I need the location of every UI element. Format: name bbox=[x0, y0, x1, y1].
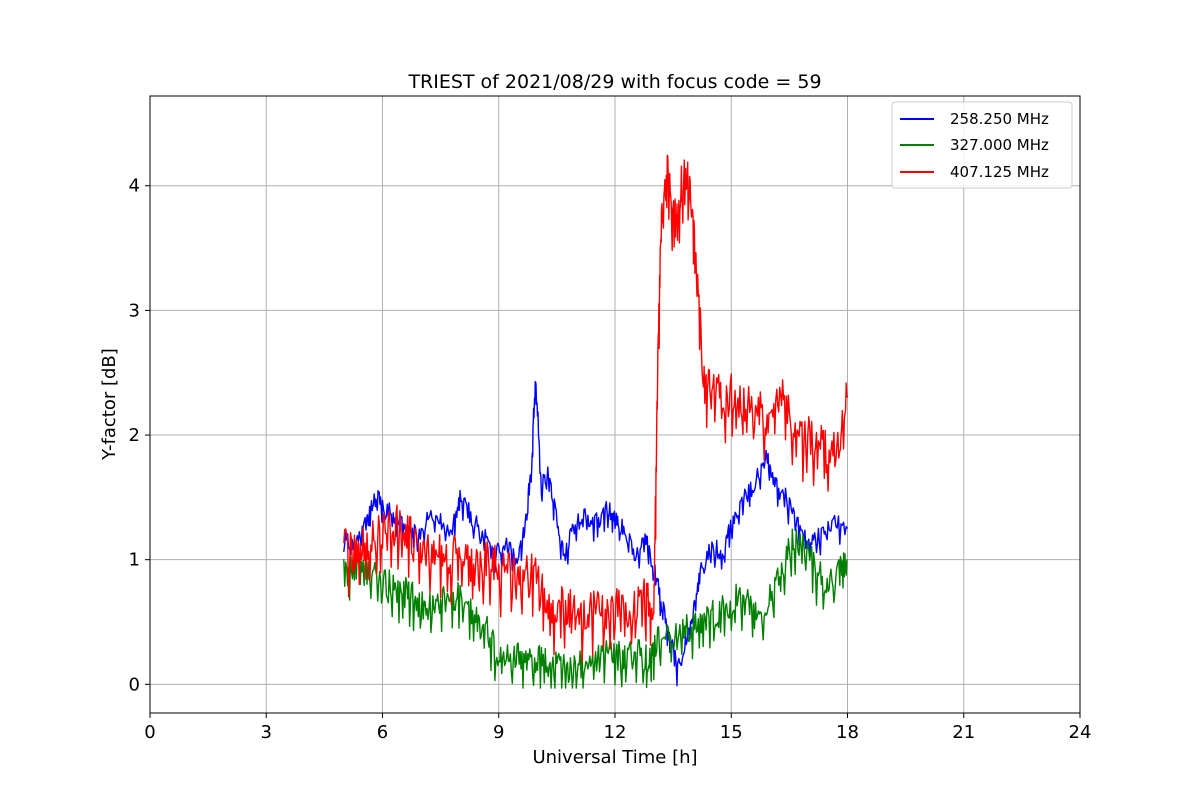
x-tick-label: 0 bbox=[144, 722, 155, 743]
x-tick-label: 18 bbox=[836, 722, 859, 743]
x-tick-label: 3 bbox=[261, 722, 272, 743]
y-tick-label: 3 bbox=[129, 300, 140, 321]
x-axis-label: Universal Time [h] bbox=[532, 747, 697, 768]
x-tick-label: 6 bbox=[377, 722, 388, 743]
legend-label-407: 407.125 MHz bbox=[950, 163, 1049, 181]
y-tick-label: 4 bbox=[129, 176, 140, 197]
y-tick-label: 2 bbox=[129, 425, 140, 446]
x-tick-label: 9 bbox=[493, 722, 504, 743]
x-tick-label: 15 bbox=[720, 722, 743, 743]
x-tick-label: 12 bbox=[604, 722, 627, 743]
series-layer bbox=[343, 154, 849, 689]
y-axis-label: Y-factor [dB] bbox=[99, 348, 120, 461]
legend-label-327: 327.000 MHz bbox=[950, 136, 1049, 154]
x-tick-label: 24 bbox=[1069, 722, 1092, 743]
series-line bbox=[343, 380, 849, 687]
legend-label-258: 258.250 MHz bbox=[950, 110, 1049, 128]
y-tick-label: 0 bbox=[129, 674, 140, 695]
legend-frame bbox=[891, 101, 1073, 189]
legend: 258.250 MHz 327.000 MHz 407.125 MHz bbox=[891, 101, 1073, 189]
chart-title: TRIEST of 2021/08/29 with focus code = 5… bbox=[407, 71, 821, 93]
series-line bbox=[343, 528, 848, 689]
series-line bbox=[343, 154, 849, 663]
x-tick-label: 21 bbox=[952, 722, 975, 743]
y-tick-label: 1 bbox=[129, 550, 140, 571]
